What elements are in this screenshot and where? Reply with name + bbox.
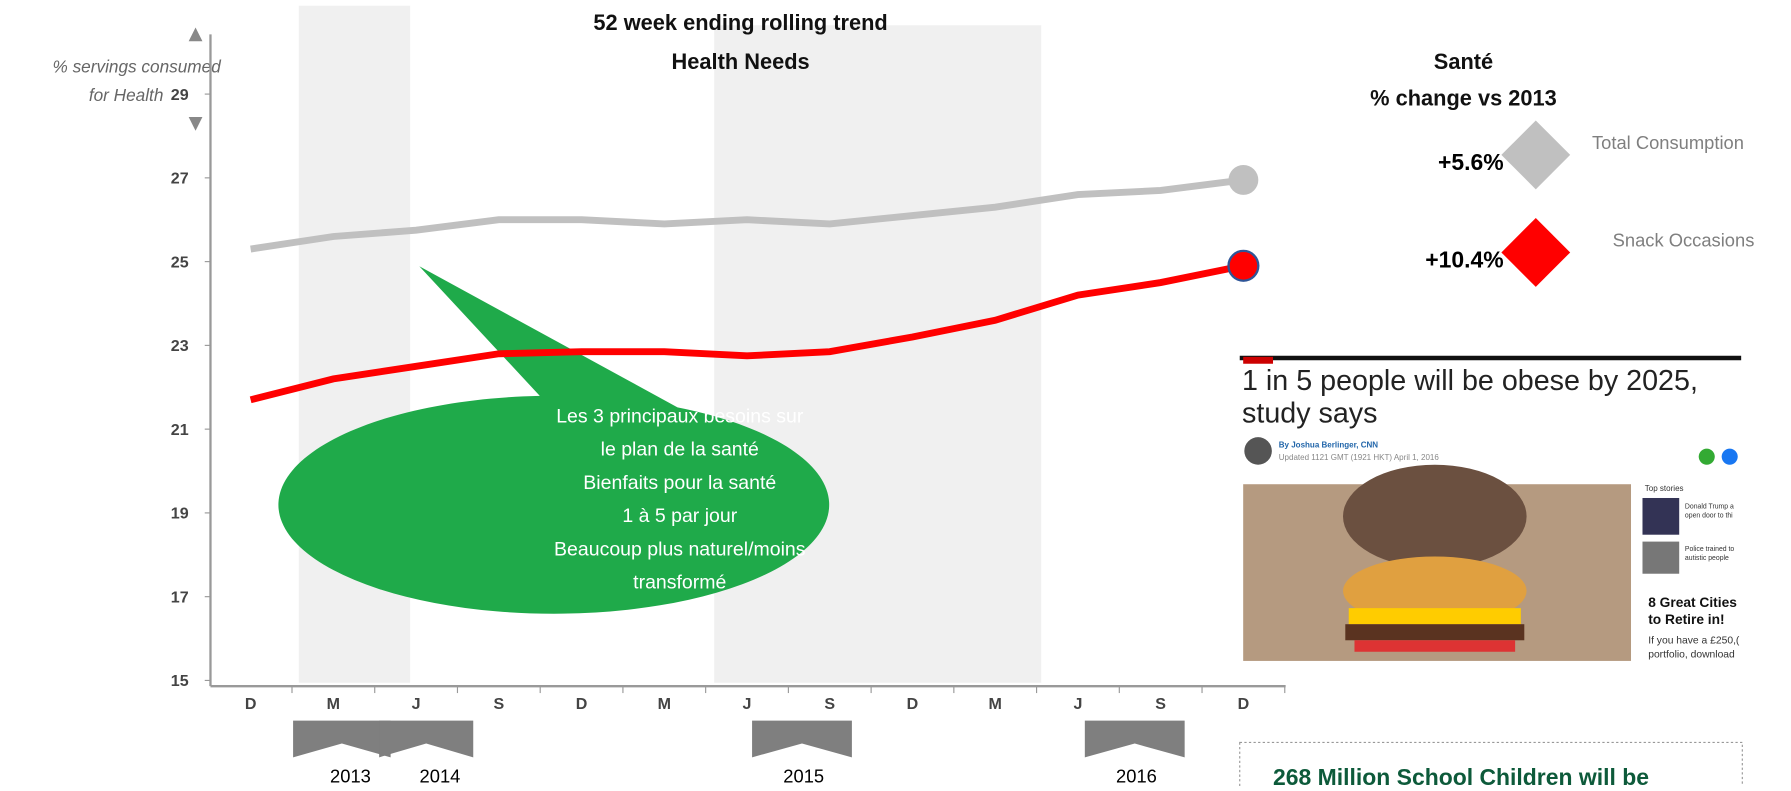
x-tick-label: S <box>824 695 835 713</box>
headline: 1 in 5 people will be obese by 2025, <box>1242 365 1698 397</box>
end-point <box>1228 251 1258 281</box>
y-tick-label: 17 <box>171 588 189 606</box>
updated: Updated 1121 GMT (1921 HKT) April 1, 201… <box>1279 453 1440 462</box>
headline: study says <box>1242 397 1377 429</box>
page: {"chart_data": {"type": "line", "title":… <box>0 0 1791 786</box>
article: 1 in 5 people will be obese by 2025, stu… <box>1240 357 1741 661</box>
y-axis-label: for Health <box>89 85 164 105</box>
x-tick-label: J <box>412 695 421 713</box>
share-icon <box>1722 449 1738 465</box>
period-label: 2014 <box>420 766 461 786</box>
y-axis-label: % servings consumed <box>53 56 223 76</box>
x-tick-label: S <box>1155 695 1166 713</box>
callout-text: 1 à 5 par jour <box>622 505 737 527</box>
photo-tomato <box>1354 640 1515 651</box>
legend-marker <box>1501 218 1570 287</box>
period-label: 2013 <box>330 766 371 786</box>
callout-text: Beaucoup plus naturel/moins <box>554 538 806 560</box>
y-tick-label: 25 <box>171 253 189 271</box>
x-tick-label: M <box>989 695 1002 713</box>
photo-patty <box>1345 624 1524 640</box>
x-tick-label: D <box>1238 695 1250 713</box>
photo-cheese <box>1349 608 1521 624</box>
y-tick-label: 23 <box>171 337 189 355</box>
box-text: 268 Million School Children will be <box>1273 764 1649 786</box>
end-point <box>1228 165 1258 195</box>
legend-label: Total Consumption <box>1592 132 1744 153</box>
ad-title: to Retire in! <box>1648 612 1724 627</box>
period-label: 2016 <box>1116 766 1157 786</box>
callout-text: transformé <box>633 572 726 594</box>
y-tick-label: 29 <box>171 86 189 104</box>
photo-head <box>1343 465 1527 568</box>
period-chevron <box>752 721 852 758</box>
panel-title: Santé <box>1434 49 1493 74</box>
chart-title: Health Needs <box>672 49 810 74</box>
x-tick-label: J <box>743 695 752 713</box>
thumb <box>1642 542 1679 574</box>
period-chevron <box>379 721 473 758</box>
ad-text: portfolio, download <box>1648 649 1735 660</box>
chart-title: 52 week ending rolling trend <box>593 10 887 35</box>
x-tick-label: S <box>493 695 504 713</box>
legend-label: Snack Occasions <box>1613 230 1755 251</box>
callout-text: le plan de la santé <box>601 439 759 461</box>
x-tick-label: J <box>1073 695 1082 713</box>
ad-title: 8 Great Cities <box>1648 595 1737 610</box>
thumb <box>1642 498 1679 535</box>
callout-text: Les 3 principaux besoins sur <box>556 405 804 427</box>
x-tick-label: M <box>327 695 340 713</box>
callout-text: Bienfaits pour la santé <box>583 472 776 494</box>
avatar <box>1244 437 1272 465</box>
slide: 52 week ending rolling trend Health Need… <box>0 0 1791 786</box>
period-chevron <box>293 721 391 758</box>
rule-accent <box>1243 357 1273 364</box>
y-tick-label: 19 <box>171 505 189 523</box>
story: Police trained to <box>1685 546 1734 553</box>
legend-marker <box>1501 120 1570 189</box>
panel-title: % change vs 2013 <box>1370 86 1557 111</box>
story: autistic people <box>1685 555 1729 562</box>
sidebar-title: Top stories <box>1645 484 1684 493</box>
y-tick-label: 27 <box>171 170 189 188</box>
story: Donald Trump a <box>1685 503 1734 510</box>
period-chevron <box>1085 721 1185 758</box>
story: open door to thi <box>1685 512 1733 519</box>
change-label: +10.4% <box>1425 246 1503 272</box>
byline: By Joshua Berlinger, CNN <box>1279 441 1379 450</box>
y-tick-label: 15 <box>171 672 189 690</box>
x-tick-label: M <box>658 695 671 713</box>
period-label: 2015 <box>783 766 824 786</box>
ad-text: If you have a £250,( <box>1648 636 1740 647</box>
axis-arrows <box>189 28 203 131</box>
x-tick-label: D <box>576 695 588 713</box>
x-tick-label: D <box>907 695 919 713</box>
change-label: +5.6% <box>1438 149 1504 175</box>
share-icon <box>1699 449 1715 465</box>
x-tick-label: D <box>245 695 257 713</box>
y-tick-label: 21 <box>171 421 189 439</box>
